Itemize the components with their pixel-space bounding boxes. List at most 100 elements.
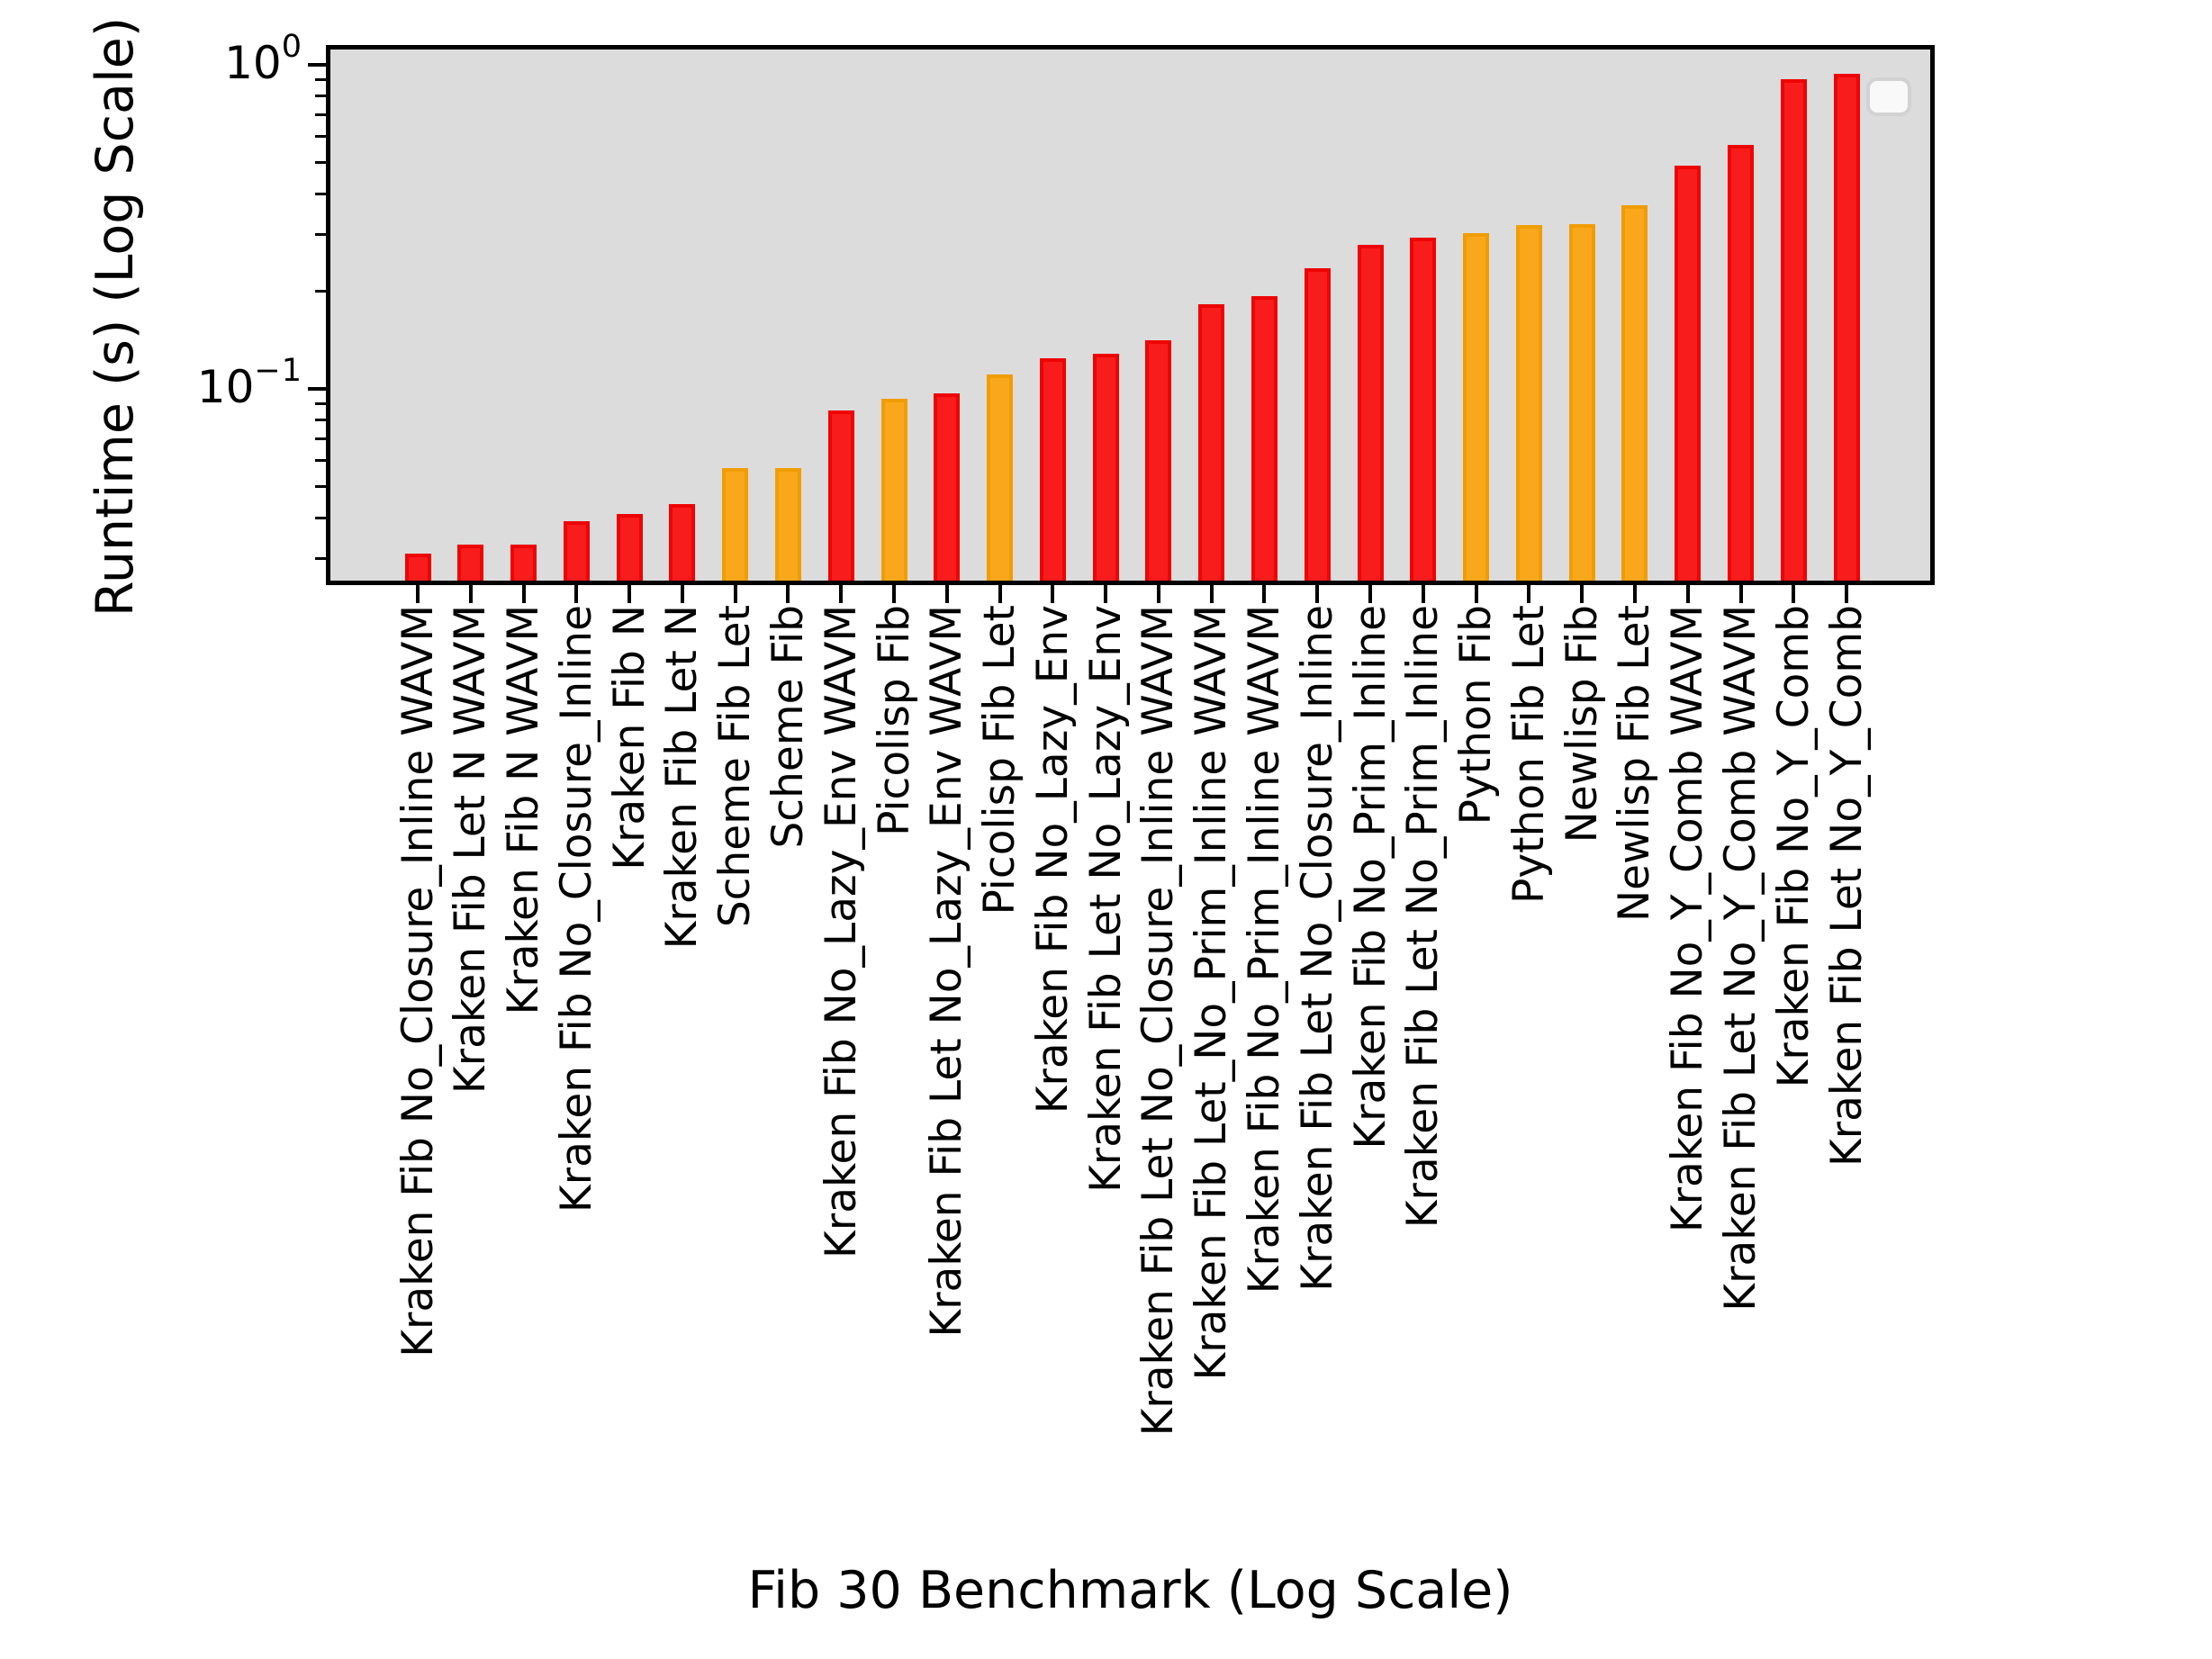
y-minor-tick	[315, 419, 326, 422]
bar	[510, 545, 537, 581]
x-tick-label: Kraken Fib Let No_Closure_Inline	[1292, 605, 1342, 1292]
x-tick-label: Scheme Fib Let	[710, 605, 761, 928]
bar	[1410, 238, 1437, 581]
bar	[1198, 304, 1225, 581]
y-minor-tick	[315, 95, 326, 98]
x-tick-label: Kraken Fib Let No_Lazy_Env	[1080, 605, 1131, 1193]
x-tick-label: Kraken Fib Let No_Prim_Inline	[1398, 605, 1449, 1229]
bar	[1780, 79, 1807, 581]
x-tick-label: Kraken Fib No_Prim_Inline	[1345, 605, 1395, 1150]
x-tick-label: Kraken Fib No_Lazy_Env WAVM	[816, 605, 866, 1258]
x-tick	[1474, 585, 1478, 603]
x-tick-label: Python Fib	[1451, 605, 1502, 825]
bar	[827, 410, 854, 581]
bar	[880, 399, 907, 581]
bar	[987, 374, 1014, 581]
x-tick	[680, 585, 684, 603]
x-tick	[1845, 585, 1849, 603]
y-tick-base: 10	[196, 360, 255, 413]
x-tick	[1421, 585, 1425, 603]
x-axis-label: Fib 30 Benchmark (Log Scale)	[747, 1561, 1513, 1620]
x-tick	[1156, 585, 1160, 603]
y-tick-label: 100	[0, 32, 302, 86]
y-minor-tick	[315, 113, 326, 117]
x-tick	[468, 585, 473, 603]
x-tick-label: Kraken Fib N WAVM	[499, 605, 549, 1015]
bar	[1357, 245, 1384, 581]
x-tick-label: Kraken Fib N	[604, 605, 655, 870]
x-tick-label: Python Fib Let	[1503, 605, 1554, 905]
bar	[1568, 224, 1595, 581]
bar	[1039, 358, 1066, 581]
x-tick	[627, 585, 632, 603]
y-minor-tick	[315, 401, 326, 405]
x-tick	[1792, 585, 1796, 603]
y-minor-tick	[315, 135, 326, 139]
x-tick	[1051, 585, 1055, 603]
x-tick-label: Kraken Fib Let No_Y_Comb WAVM	[1716, 605, 1765, 1312]
y-minor-tick	[315, 192, 326, 195]
bar	[404, 554, 431, 581]
y-minor-tick	[315, 556, 326, 560]
bar	[1250, 296, 1278, 581]
y-tick-exponent: 0	[281, 29, 302, 66]
x-tick	[944, 585, 949, 603]
x-tick	[1262, 585, 1267, 603]
y-tick-exponent: −1	[254, 352, 302, 389]
y-minor-tick	[315, 290, 326, 293]
x-tick-label: Kraken Fib Let No_Lazy_Env WAVM	[922, 605, 972, 1338]
bar	[774, 468, 801, 581]
x-tick	[998, 585, 1002, 603]
x-tick-label: Kraken Fib No_Y_Comb WAVM	[1663, 605, 1713, 1233]
x-tick-label: Kraken Fib No_Lazy_Env	[1027, 605, 1078, 1114]
x-tick-label: Kraken Fib No_Prim_Inline WAVM	[1239, 605, 1289, 1294]
x-tick-label: Kraken Fib No_Closure_Inline	[551, 605, 601, 1213]
x-tick	[733, 585, 737, 603]
x-tick	[1104, 585, 1108, 603]
bar	[1621, 205, 1648, 581]
y-axis-label: Runtime (s) (Log Scale)	[86, 16, 145, 618]
y-minor-tick	[315, 484, 326, 488]
y-minor-tick	[315, 232, 326, 236]
x-tick	[892, 585, 897, 603]
bar	[563, 521, 590, 581]
x-tick	[1209, 585, 1214, 603]
bar	[457, 545, 484, 581]
x-tick-label: Kraken Fib Let_No_Prim_Inline WAVM	[1187, 605, 1237, 1381]
x-tick	[1527, 585, 1531, 603]
y-tick-base: 10	[224, 37, 282, 90]
legend	[1866, 77, 1911, 116]
bar	[1092, 354, 1119, 581]
bar	[1515, 225, 1542, 581]
bar	[722, 468, 749, 581]
x-tick-label: Newlisp Fib	[1557, 605, 1607, 843]
x-tick-label: Kraken Fib Let N	[657, 605, 708, 950]
y-minor-tick	[315, 437, 326, 441]
x-tick-label: Scheme Fib	[763, 605, 813, 849]
bar	[1675, 166, 1702, 581]
bar	[616, 514, 643, 581]
plot-area	[326, 45, 1935, 585]
x-tick	[1368, 585, 1373, 603]
x-tick	[1685, 585, 1690, 603]
bar	[1145, 340, 1172, 581]
x-tick-label: Picolisp Fib	[869, 605, 919, 836]
x-tick	[574, 585, 579, 603]
x-tick	[1738, 585, 1743, 603]
x-tick	[786, 585, 790, 603]
bar	[669, 504, 696, 581]
x-tick	[521, 585, 526, 603]
x-tick	[416, 585, 420, 603]
bar	[1833, 74, 1860, 581]
x-tick-label: Newlisp Fib Let	[1610, 605, 1660, 923]
x-tick-label: Kraken Fib Let N WAVM	[446, 605, 496, 1095]
x-tick	[1632, 585, 1637, 603]
bar	[934, 393, 961, 581]
x-tick-label: Kraken Fib Let No_Y_Comb	[1821, 605, 1872, 1168]
y-major-tick	[308, 63, 326, 68]
x-tick-label: Picolisp Fib Let	[975, 605, 1025, 915]
y-tick-label: 10−1	[0, 355, 302, 410]
y-minor-tick	[315, 160, 326, 164]
y-minor-tick	[315, 516, 326, 519]
